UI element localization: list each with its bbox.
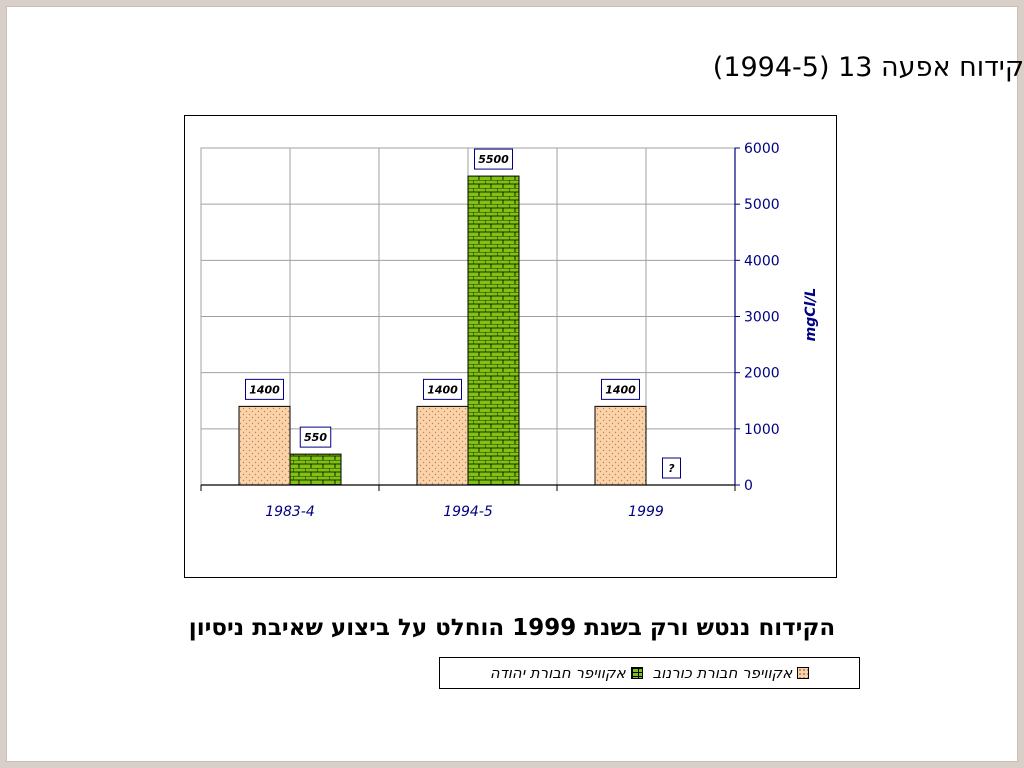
x-tick-label: 1983-4 [265, 504, 315, 520]
data-label-box [662, 457, 681, 479]
bar-series-1-1999 [594, 405, 647, 486]
data-label-box [423, 378, 462, 400]
data-label: 5500 [478, 153, 509, 166]
y-tick-label: 1000 [744, 422, 780, 438]
legend-item-series-1: אקוויפר חבורת כורנוב [653, 664, 810, 682]
bar-chart: 1983-4 1994-5 1999 0 1000 2000 3000 4000 5000 600… [200, 141, 819, 520]
x-tick-label: 1994-5 [443, 504, 493, 520]
y-tick-label: 2000 [744, 366, 780, 382]
data-label-box [474, 148, 513, 170]
bar-series-1-1983-4 [238, 405, 291, 486]
bar-series-2-1994-5 [467, 175, 520, 486]
legend-item-series-2: אקוויפר חבורת יהודה [490, 664, 643, 682]
data-label-box [245, 378, 284, 400]
legend-label-series-2: אקוויפר חבורת יהודה [489, 664, 626, 682]
y-axis-label: mgCl/L [803, 288, 819, 342]
data-label: 1400 [605, 383, 636, 396]
data-label: 1400 [427, 383, 458, 396]
y-tick-label: 6000 [744, 141, 780, 157]
x-tick-label: 1999 [628, 504, 664, 520]
data-label-box [299, 426, 332, 448]
bar-series-1-1994-5 [416, 405, 469, 486]
chart-area: 1983-4 1994-5 1999 0 1000 2000 3000 4000 5000 600… [184, 115, 860, 689]
data-label: ? [668, 462, 675, 475]
legend-swatch-series-2 [630, 667, 643, 679]
chart-legend: אקוויפר חבורת כורנוב אקוויפר חבורת יהודה [439, 657, 860, 689]
legend-swatch-series-1 [797, 667, 810, 679]
data-label: 550 [304, 431, 327, 444]
y-tick-label: 3000 [744, 310, 780, 326]
legend-label-series-1: אקוויפר חבורת כורנוב [652, 664, 793, 682]
data-label: 1400 [249, 383, 280, 396]
data-label-box [601, 378, 640, 400]
bar-series-2-1983-4 [289, 453, 342, 486]
y-tick-label: 0 [744, 478, 753, 494]
y-tick-label: 4000 [744, 253, 780, 269]
y-tick-label: 5000 [744, 197, 780, 213]
slide-caption: הקידוח ננטש ורק בשנת 1999 הוחלט על ביצוע… [188, 615, 836, 641]
slide-title: קידוח אפעה 13 (1994-5) [712, 52, 1024, 83]
